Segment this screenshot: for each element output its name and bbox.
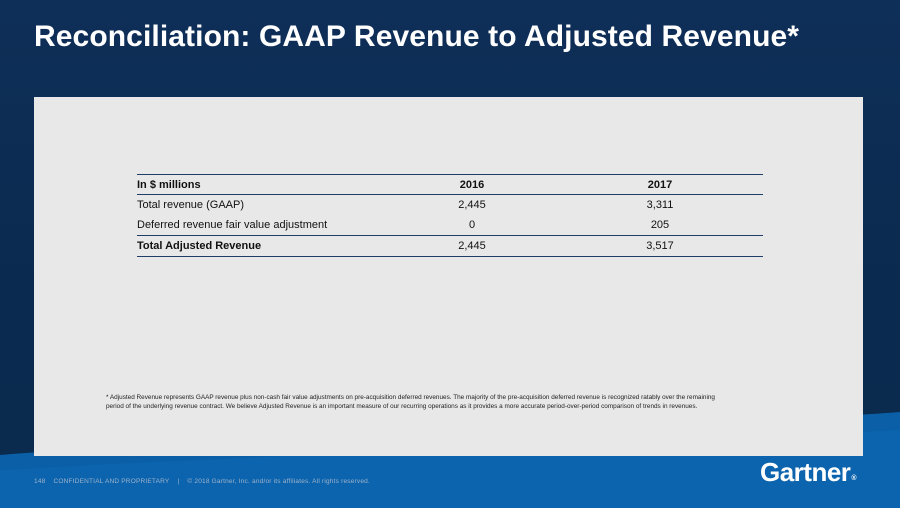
- page-number: 148: [34, 478, 46, 485]
- row-label: Total revenue (GAAP): [137, 199, 244, 211]
- total-value-2016: 2,445: [387, 235, 557, 257]
- table-header-row: In $ millions 2016 2017: [137, 174, 763, 195]
- copyright-text: © 2018 Gartner, Inc. and/or its affiliat…: [187, 478, 370, 485]
- header-2017: 2017: [647, 178, 673, 191]
- total-label: Total Adjusted Revenue: [137, 235, 387, 257]
- registered-mark: ®: [851, 475, 857, 482]
- reconciliation-table: In $ millions 2016 2017 Total revenue (G…: [137, 174, 763, 257]
- slide-title: Reconciliation: GAAP Revenue to Adjusted…: [34, 20, 800, 53]
- footnote: * Adjusted Revenue represents GAAP reven…: [106, 394, 715, 410]
- content-panel: In $ millions 2016 2017 Total revenue (G…: [34, 97, 863, 456]
- footer-separator: |: [177, 478, 180, 485]
- gartner-logo: Gartner®: [760, 457, 857, 488]
- header-2016: 2016: [459, 178, 485, 191]
- table-row: Deferred revenue fair value adjustment 0…: [137, 215, 763, 236]
- table-row-total: Total Adjusted Revenue 2,445 3,517: [137, 235, 763, 257]
- total-value-2017: 3,517: [557, 235, 763, 257]
- row-label: Deferred revenue fair value adjustment: [137, 219, 328, 231]
- slide-footer: 148 CONFIDENTIAL AND PROPRIETARY | © 201…: [34, 478, 376, 485]
- confidential-label: CONFIDENTIAL AND PROPRIETARY: [53, 478, 170, 485]
- row-value-2016: 2,445: [458, 199, 486, 211]
- row-value-2017: 3,311: [646, 199, 674, 211]
- row-value-2016: 0: [468, 219, 476, 231]
- table-row: Total revenue (GAAP) 2,445 3,311: [137, 195, 763, 216]
- row-value-2017: 205: [650, 219, 670, 231]
- logo-text: Gartner: [760, 457, 851, 487]
- header-label: In $ millions: [137, 178, 201, 191]
